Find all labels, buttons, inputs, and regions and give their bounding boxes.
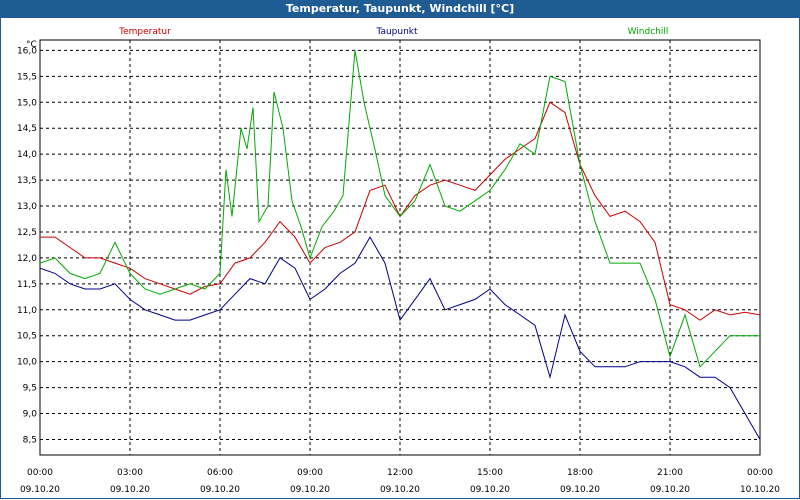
legend: Temperatur Taupunkt Windchill	[118, 27, 668, 37]
plot-area	[39, 39, 761, 456]
y-axis-label: °C	[26, 40, 37, 50]
grid-lines	[40, 40, 760, 455]
y-tick-label: 13,5	[17, 176, 37, 186]
y-tick-labels: 16,0 15,5 15,0 14,5 14,0 13,5 13,0 12,5 12,0 11,5…	[17, 46, 37, 445]
x-tick-date: 09.10.20	[470, 485, 510, 495]
x-tick-date: 09.10.20	[650, 485, 690, 495]
x-tick-date: 09.10.20	[290, 485, 330, 495]
y-tick-label: 15,0	[17, 98, 37, 108]
x-tick-date: 10.10.20	[740, 485, 780, 495]
x-tick-time: 15:00	[477, 468, 503, 478]
legend-windchill: Windchill	[628, 27, 669, 37]
y-tick-label: 16,0	[17, 46, 37, 56]
y-tick-label: 11,5	[17, 280, 37, 290]
x-tick-date: 09.10.20	[560, 485, 600, 495]
y-tick-label: 8,5	[23, 435, 37, 445]
y-tick-label: 14,0	[17, 150, 37, 160]
series-line-windchill	[39, 50, 760, 368]
x-tick-time: 03:00	[117, 468, 143, 478]
y-tick-label: 15,5	[17, 72, 37, 82]
legend-temperatur: Temperatur	[118, 27, 171, 37]
chart-title: Temperatur, Taupunkt, Windchill [°C]	[0, 0, 800, 18]
y-tick-label: 12,0	[17, 254, 37, 264]
y-tick-label: 14,5	[17, 124, 37, 134]
x-tick-date: 09.10.20	[200, 485, 240, 495]
x-tick-date: 09.10.20	[20, 485, 60, 495]
x-tick-time: 18:00	[567, 468, 593, 478]
legend-taupunkt: Taupunkt	[375, 27, 418, 37]
x-tick-time: 21:00	[657, 468, 683, 478]
y-tick-label: 10,0	[17, 358, 37, 368]
y-tick-label: 9,5	[23, 384, 37, 394]
x-tick-time: 09:00	[297, 468, 323, 478]
series-line-taupunkt	[39, 236, 761, 440]
x-tick-time: 00:00	[27, 468, 53, 478]
series-lines	[39, 50, 761, 440]
x-tick-date: 09.10.20	[380, 485, 420, 495]
y-tick-label: 9,0	[23, 410, 38, 420]
y-tick-label: 11,0	[17, 306, 37, 316]
x-tick-time: 12:00	[387, 468, 413, 478]
x-tick-time: 00:00	[747, 468, 773, 478]
x-tick-time: 06:00	[207, 468, 233, 478]
x-tick-date: 09.10.20	[110, 485, 150, 495]
y-tick-label: 12,5	[17, 228, 37, 238]
y-tick-label: 10,5	[17, 332, 37, 342]
y-tick-label: 13,0	[17, 202, 37, 212]
x-tick-labels: 00:00 09.10.20 03:00 09.10.20 06:00 09.10.20 0…	[20, 468, 780, 495]
